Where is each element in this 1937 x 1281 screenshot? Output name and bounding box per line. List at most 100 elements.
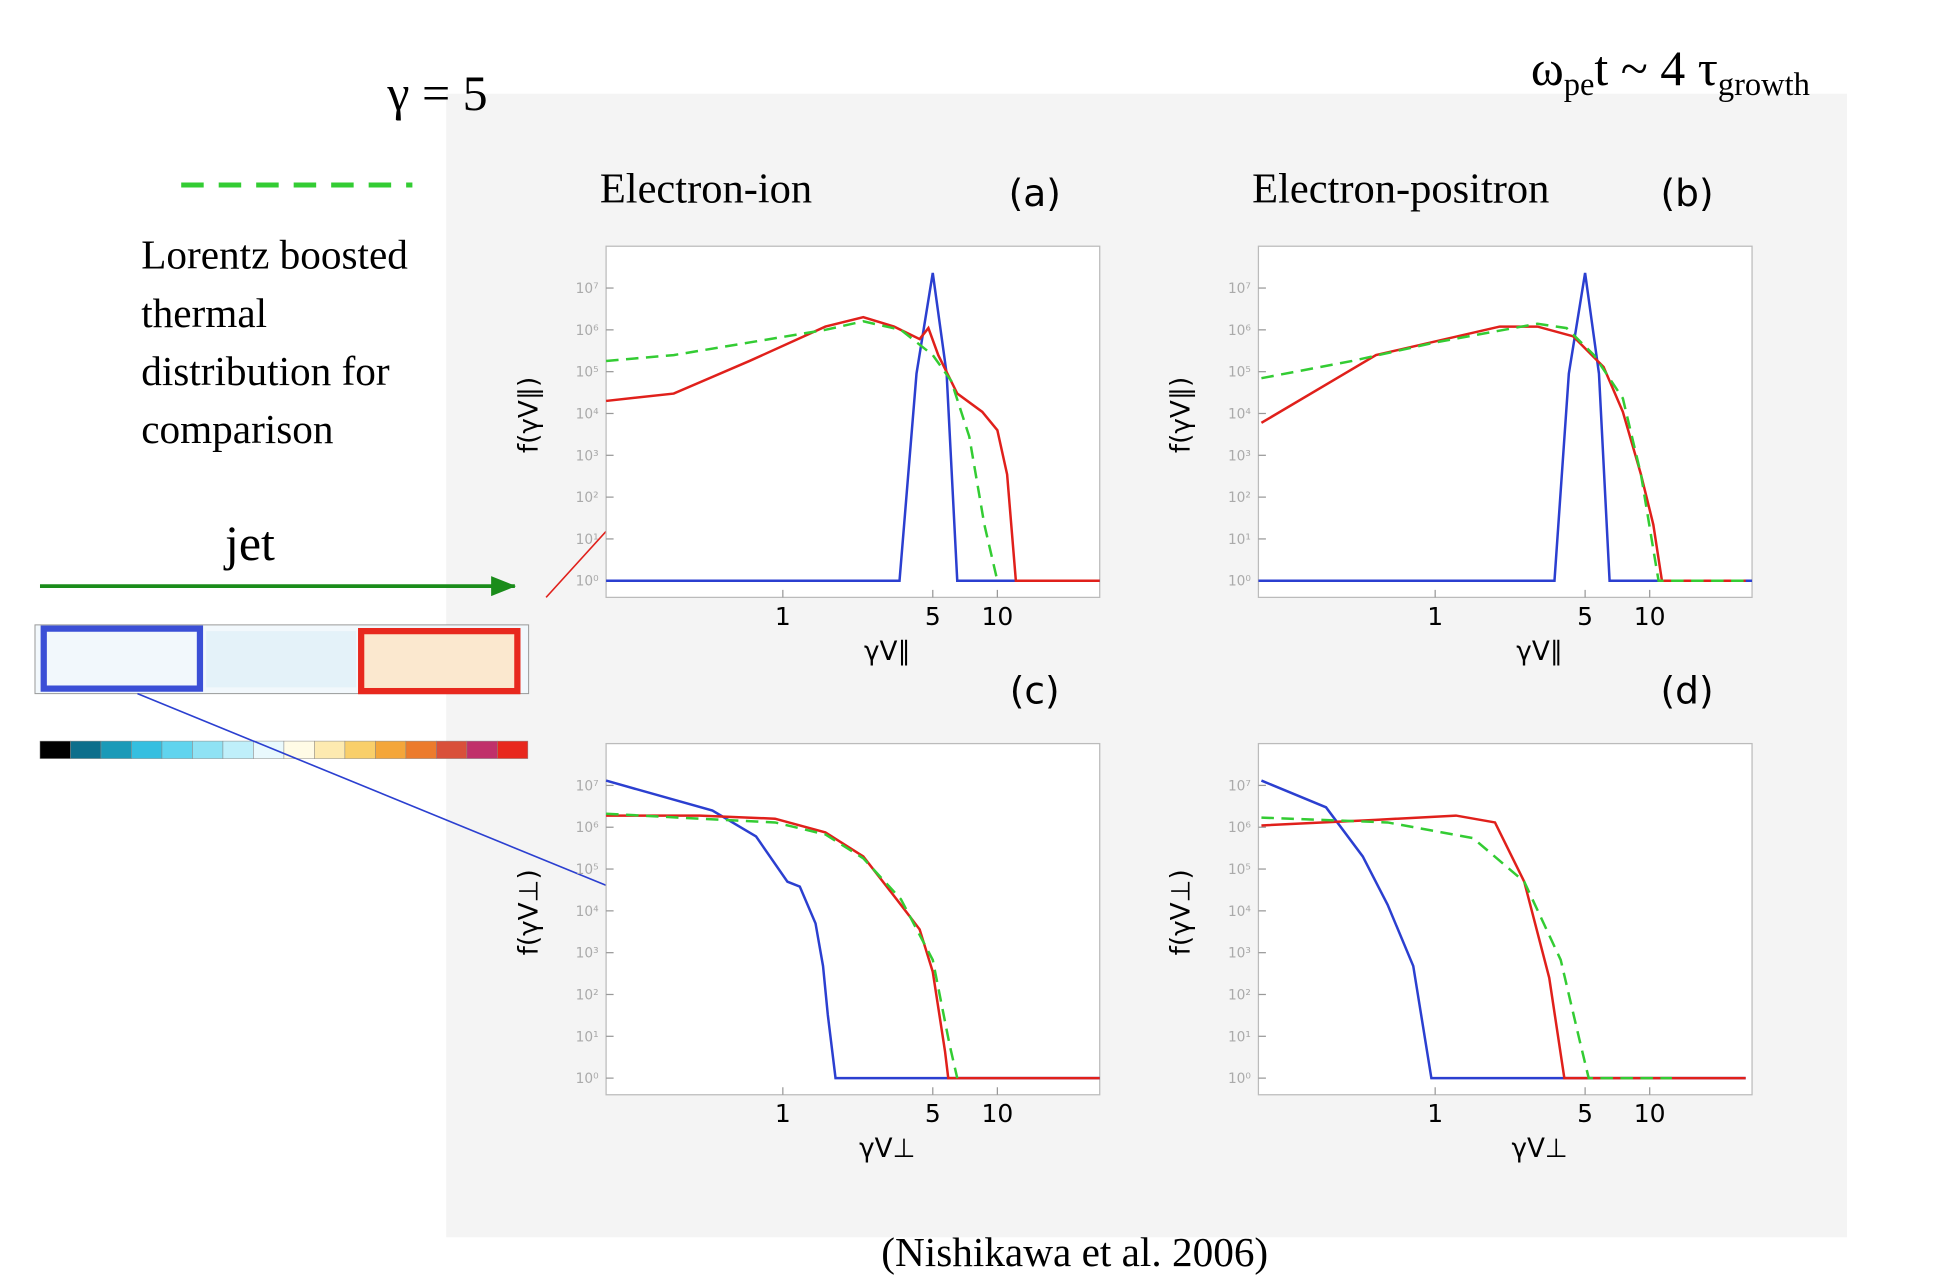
series-line [1260,325,1746,583]
y-tick-label: 10⁰ [1228,574,1251,590]
y-tick-label: 10¹ [576,532,599,548]
x-tick-label: 1 [775,602,791,631]
panel-label: (d) [1661,669,1714,713]
citation: (Nishikawa et al. 2006) [881,1229,1268,1276]
colorbar-cell [222,740,254,759]
y-tick-label: 10³ [1228,946,1251,962]
colorbar-cell [344,740,376,759]
gamma-label: γ = 5 [386,65,487,121]
chart-panel: (d) 10⁰ 10¹ 10² 10³ 10⁴ 10⁵ 10⁶ 10⁷ 1 5 10 γV⊥ f(γV⊥) [1167,669,1753,1164]
y-tick-label: 10² [576,490,599,506]
y-tick-label: 10⁶ [576,323,599,339]
colorbar-cell [39,740,71,759]
y-tick-label: 10⁶ [576,820,599,836]
legend-line: distribution for [141,348,390,394]
y-tick-label: 10² [576,987,599,1003]
red-box [358,628,521,695]
series-line [1261,322,1746,583]
subscript: pe [1564,67,1595,103]
y-axis-label: f(γV∥) [514,377,544,453]
y-tick-label: 10⁰ [576,574,599,590]
chart-title: Electron-ion [600,165,812,212]
y-tick-label: 10⁵ [576,365,599,381]
snapshot-region [206,631,357,688]
x-tick-label: 5 [925,602,941,631]
x-tick-label: 10 [981,1099,1013,1128]
series-line [1258,272,1753,583]
subscript: growth [1718,67,1810,103]
y-tick-label: 10⁵ [576,862,599,878]
chart-panel: (c) 10⁰ 10¹ 10² 10³ 10⁴ 10⁵ 10⁶ 10⁷ 1 5 10 γV⊥ f(γV⊥) [514,669,1101,1164]
y-axis-label: f(γV⊥) [514,869,544,955]
chart-panel: Electron-ion (a) 10⁰ 10¹ 10² 10³ 10⁴ 10⁵ 10⁶ 10⁷ 1… [514,165,1101,667]
y-tick-label: 10⁰ [1228,1071,1251,1087]
chart-panel: Electron-positron (b) 10⁰ 10¹ 10² 10³ 10⁴ 10⁵ 10… [1167,165,1753,667]
series-line [1260,779,1746,1080]
colorbar-cell [436,740,468,759]
x-axis-label: γV∥ [864,637,911,667]
series-line [605,315,1100,583]
y-tick-label: 10⁴ [1228,406,1251,422]
colorbar-cell [70,740,102,759]
x-tick-label: 10 [981,602,1013,631]
x-tick-label: 1 [1427,1099,1443,1128]
x-tick-label: 5 [925,1099,941,1128]
y-tick-label: 10⁵ [1228,862,1251,878]
x-tick-label: 10 [1634,1099,1666,1128]
y-tick-label: 10⁶ [1228,323,1251,339]
legend-text: Lorentz boosted thermal distribution for co… [141,232,408,452]
legend-line: comparison [141,406,333,452]
colorbar-cell [497,740,529,759]
series-line [1261,816,1672,1080]
colorbar-cell [466,740,498,759]
colorbar-cell [100,740,132,759]
panel-label: (c) [1010,669,1060,713]
y-tick-label: 10³ [576,448,599,464]
y-tick-label: 10⁵ [1228,365,1251,381]
plot-area [1257,245,1753,599]
y-tick-label: 10⁰ [576,1071,599,1087]
series-line [606,812,959,1079]
y-tick-label: 10⁷ [576,281,599,297]
colorbar-cell [375,740,407,759]
y-tick-label: 10¹ [1228,1029,1251,1045]
y-tick-label: 10¹ [1228,532,1251,548]
jet-label: jet [223,515,275,571]
y-axis-label: f(γV⊥) [1167,869,1197,955]
series-line [1261,814,1746,1080]
x-tick-label: 5 [1577,602,1593,631]
y-tick-label: 10⁷ [576,778,599,794]
series-line [606,814,1100,1080]
colorbar-cell [314,740,346,759]
y-tick-label: 10⁶ [1228,820,1251,836]
panel-label: (a) [1009,171,1061,215]
series-line [606,272,1100,583]
series-line [605,779,1100,1080]
colorbar-cell [405,740,437,759]
time-label: ωpet ~ 4 τgrowth [1531,40,1810,103]
x-tick-label: 5 [1577,1099,1593,1128]
simulation-snapshot [34,624,530,759]
legend-line: thermal [141,290,267,336]
y-tick-label: 10⁴ [1228,904,1251,920]
chart-title: Electron-positron [1252,165,1549,212]
colorbar-cell [192,740,224,759]
plot-area [605,245,1101,599]
plot-area [605,742,1101,1096]
y-tick-label: 10³ [576,946,599,962]
y-axis-label: f(γV∥) [1167,377,1197,453]
y-tick-label: 10² [1228,987,1251,1003]
snapshot-region [362,633,515,689]
y-tick-label: 10⁷ [1228,778,1251,794]
x-tick-label: 1 [775,1099,791,1128]
y-tick-label: 10¹ [576,1029,599,1045]
y-tick-label: 10⁷ [1228,281,1251,297]
colorbar-cell [131,740,163,759]
y-tick-label: 10⁴ [576,904,599,920]
y-tick-label: 10² [1228,490,1251,506]
x-axis-label: γV⊥ [859,1134,915,1164]
x-axis-label: γV∥ [1516,637,1563,667]
y-tick-label: 10³ [1228,448,1251,464]
